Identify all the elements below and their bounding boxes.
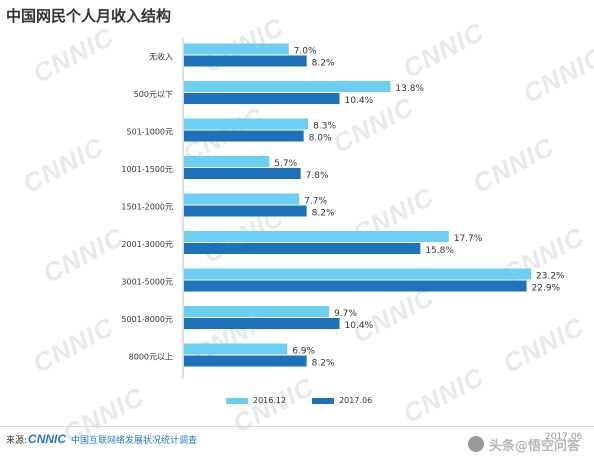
category-label: 500元以下 bbox=[134, 90, 173, 99]
legend-label-2017: 2017.06 bbox=[339, 396, 373, 405]
bar-2016.12-0 bbox=[184, 43, 289, 55]
data-label: 10.4% bbox=[345, 321, 374, 331]
data-label: 8.0% bbox=[309, 134, 332, 144]
data-label: 13.8% bbox=[395, 84, 424, 94]
category-label: 1001-1500元 bbox=[121, 165, 173, 174]
data-label: 8.2% bbox=[312, 59, 335, 69]
data-label: 9.7% bbox=[334, 309, 357, 319]
data-label: 5.7% bbox=[274, 159, 297, 169]
bar-2016.12-3 bbox=[184, 156, 270, 167]
category-label: 1501-2000元 bbox=[121, 203, 173, 212]
wukong-logo-icon bbox=[468, 436, 484, 452]
bar-2017.06-5 bbox=[184, 243, 421, 254]
bar-2017.06-0 bbox=[184, 55, 307, 67]
category-label: 3001-5000元 bbox=[121, 278, 173, 287]
chart-legend: 2016.12 2017.06 bbox=[226, 396, 398, 405]
legend-label-2016: 2016.12 bbox=[253, 396, 287, 405]
data-label: 22.9% bbox=[532, 284, 561, 294]
data-label: 10.4% bbox=[345, 96, 374, 106]
category-label: 5001-8000元 bbox=[121, 315, 173, 324]
bar-2017.06-7 bbox=[184, 318, 340, 329]
data-label: 8.3% bbox=[313, 122, 336, 132]
source-prefix: 来源: bbox=[6, 435, 28, 446]
toutiao-watermark: 头条@悟空问答 bbox=[468, 432, 594, 456]
chart-title: 中国网民个人月收入结构 bbox=[6, 7, 172, 25]
legend-swatch-2016 bbox=[226, 397, 248, 404]
data-label: 7.7% bbox=[304, 197, 327, 207]
bar-2017.06-2 bbox=[184, 130, 304, 142]
data-label: 7.0% bbox=[294, 47, 317, 57]
source-line: 来源: CNNIC 中国互联网络发展状况统计调查 bbox=[6, 432, 197, 446]
legend-swatch-2017 bbox=[312, 397, 335, 404]
category-label: 2001-3000元 bbox=[121, 240, 173, 249]
bar-2017.06-3 bbox=[184, 168, 301, 179]
bar-2016.12-5 bbox=[184, 231, 449, 242]
footer-divider bbox=[0, 426, 594, 427]
data-label: 8.2% bbox=[312, 359, 335, 369]
bar-2017.06-8 bbox=[184, 355, 307, 367]
overlay-logo-text: 头条@悟空问答 bbox=[489, 438, 581, 454]
bar-2016.12-4 bbox=[184, 193, 300, 205]
survey-name: 中国互联网络发展状况统计调查 bbox=[71, 435, 198, 446]
bar-2016.12-6 bbox=[184, 268, 531, 280]
bar-2017.06-4 bbox=[184, 205, 307, 217]
data-label: 15.8% bbox=[425, 246, 454, 256]
bar-2016.12-1 bbox=[184, 81, 391, 92]
category-label: 无收入 bbox=[149, 52, 173, 62]
category-label: 501-1000元 bbox=[126, 128, 173, 137]
report-date: 2017.06 bbox=[545, 432, 583, 442]
data-label: 23.2% bbox=[536, 272, 565, 282]
data-label: 6.9% bbox=[292, 347, 315, 357]
legend-item-2016: 2016.12 bbox=[226, 396, 286, 405]
data-label: 17.7% bbox=[454, 234, 483, 244]
bar-2016.12-7 bbox=[184, 306, 330, 317]
cnnic-logo-text: CNNIC bbox=[28, 432, 67, 446]
bar-2016.12-2 bbox=[184, 118, 309, 130]
bar-2016.12-8 bbox=[184, 343, 288, 355]
data-label: 7.8% bbox=[306, 171, 329, 181]
legend-item-2017: 2017.06 bbox=[312, 396, 372, 405]
bar-2017.06-6 bbox=[184, 280, 527, 292]
data-label: 8.2% bbox=[312, 209, 335, 219]
bar-2017.06-1 bbox=[184, 93, 340, 104]
category-label: 8000元以上 bbox=[129, 353, 173, 362]
